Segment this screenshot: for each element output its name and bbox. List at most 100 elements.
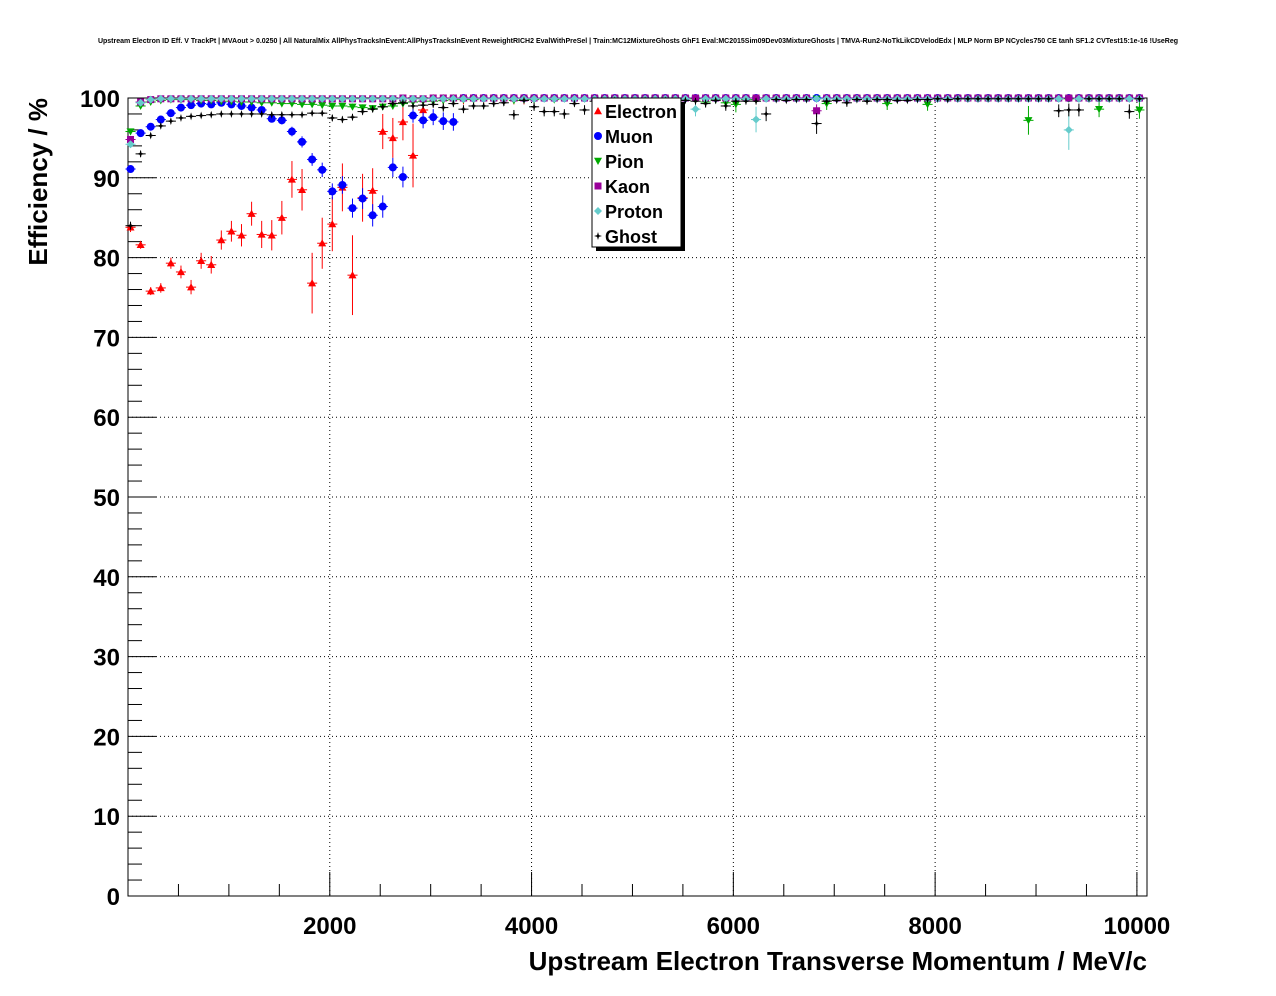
marker-proton	[257, 94, 266, 103]
legend-label-ghost: Ghost	[605, 227, 657, 247]
data-point-proton	[418, 94, 429, 103]
marker-ghost	[711, 96, 720, 105]
data-point-electron	[196, 252, 207, 269]
grid	[128, 98, 1147, 896]
marker-pion	[328, 102, 337, 110]
data-point-ghost	[680, 96, 691, 105]
marker-ghost	[277, 110, 286, 119]
data-point-ghost	[337, 115, 348, 124]
marker-ghost	[852, 95, 861, 104]
legend-entry-ghost: Ghost	[594, 227, 657, 247]
y-tick-label: 80	[93, 246, 120, 273]
data-point-ghost	[226, 109, 237, 118]
data-point-ghost	[478, 101, 489, 110]
data-point-pion	[1094, 101, 1105, 118]
legend-entry-proton: Proton	[594, 202, 663, 222]
data-point-proton	[155, 94, 166, 103]
data-point-muon	[286, 126, 297, 137]
data-point-proton	[367, 94, 378, 103]
data-point-proton	[206, 94, 217, 103]
data-point-ghost	[761, 106, 772, 122]
marker-electron	[308, 279, 317, 287]
data-point-electron	[175, 265, 187, 279]
data-point-ghost	[781, 96, 792, 105]
marker-muon	[328, 187, 337, 196]
data-point-proton	[508, 94, 519, 103]
data-point-proton	[175, 94, 187, 103]
data-point-electron	[145, 287, 156, 296]
marker-ghost	[388, 99, 397, 108]
legend-marker-proton	[594, 207, 602, 215]
marker-ghost	[409, 101, 418, 110]
marker-muon	[398, 173, 407, 182]
data-point-proton	[236, 94, 247, 103]
marker-ghost	[822, 97, 831, 106]
marker-electron	[257, 230, 266, 238]
x-axis-title: Upstream Electron Transverse Momentum / …	[529, 946, 1147, 976]
marker-muon	[338, 180, 347, 189]
legend-marker-electron	[594, 107, 602, 115]
marker-proton	[580, 94, 589, 103]
marker-proton	[348, 94, 357, 103]
data-point-kaon	[1063, 94, 1074, 102]
marker-ghost	[499, 98, 508, 107]
marker-proton	[176, 94, 185, 103]
legend-marker-muon	[594, 132, 602, 140]
marker-proton	[530, 94, 539, 103]
marker-ghost	[156, 121, 165, 130]
data-point-electron	[296, 169, 308, 211]
marker-ghost	[943, 95, 952, 104]
marker-pion	[348, 103, 357, 111]
data-point-ghost	[983, 94, 994, 103]
marker-proton	[560, 94, 569, 103]
marker-ghost	[782, 96, 791, 105]
marker-muon	[449, 117, 458, 126]
data-point-ghost	[549, 106, 560, 117]
marker-proton	[721, 94, 730, 103]
marker-ghost	[832, 96, 841, 105]
data-point-electron	[226, 220, 237, 242]
data-point-ghost	[256, 109, 267, 118]
data-point-proton	[226, 94, 237, 103]
marker-proton	[439, 94, 448, 103]
marker-ghost	[772, 95, 781, 104]
data-point-proton	[407, 94, 419, 103]
marker-proton	[217, 94, 226, 103]
data-point-electron	[165, 257, 176, 269]
data-point-proton	[145, 95, 156, 104]
data-point-muon	[377, 195, 388, 218]
marker-ghost	[1105, 94, 1114, 103]
data-point-ghost	[861, 97, 873, 106]
marker-ghost	[479, 101, 488, 110]
data-point-proton	[478, 94, 489, 103]
data-point-muon	[347, 198, 358, 218]
data-point-proton	[246, 94, 257, 103]
marker-proton	[550, 94, 559, 103]
marker-ghost	[792, 95, 801, 104]
data-series	[125, 94, 1145, 316]
data-point-electron	[397, 103, 408, 141]
data-point-muon	[428, 109, 439, 126]
marker-ghost	[974, 94, 983, 103]
marker-proton	[570, 94, 579, 103]
data-point-proton	[256, 94, 267, 103]
data-point-electron	[327, 196, 338, 252]
marker-proton	[429, 94, 438, 103]
data-point-ghost	[1134, 94, 1145, 103]
marker-ghost	[308, 109, 317, 118]
legend-label-electron: Electron	[605, 102, 677, 122]
marker-ghost	[863, 97, 872, 106]
marker-muon	[409, 111, 418, 120]
marker-kaon	[813, 107, 821, 115]
data-point-ghost	[468, 101, 479, 110]
data-point-proton	[286, 94, 297, 103]
marker-muon	[298, 137, 307, 146]
marker-muon	[277, 116, 286, 125]
data-point-ghost	[872, 95, 883, 104]
marker-ghost	[802, 95, 811, 104]
marker-electron	[388, 133, 397, 142]
data-point-muon	[307, 153, 318, 166]
marker-proton	[156, 94, 165, 103]
marker-ghost	[752, 97, 761, 106]
data-point-ghost	[579, 105, 590, 115]
